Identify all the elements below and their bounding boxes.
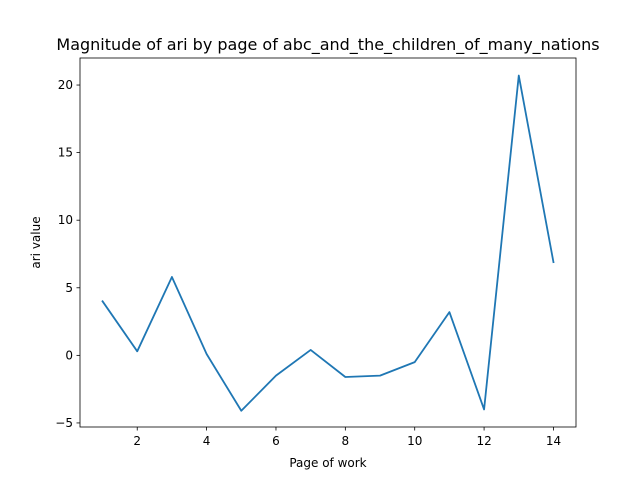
x-tick-label: 2 [133,434,141,448]
series-line-ari [101,74,555,412]
y-tick-label: −5 [55,416,73,430]
y-tick-label: 20 [58,78,73,92]
x-tick-label: 10 [407,434,422,448]
y-tick-label: 0 [65,348,73,362]
y-axis-label: ari value [29,216,43,268]
y-tick-label: 15 [58,146,73,160]
x-axis-label: Page of work [289,456,366,470]
series-layer [101,74,555,412]
axes-frame [79,57,577,428]
x-tick-label: 8 [342,434,350,448]
y-axis: −5 0 5 10 15 20 [55,78,80,430]
x-axis: 2 4 6 8 10 12 14 [133,427,561,448]
y-tick-label: 5 [65,281,73,295]
plot-area: 2 4 6 8 10 12 14 −5 0 5 10 15 20 [55,57,577,448]
chart-title: Magnitude of ari by page of abc_and_the_… [56,35,599,55]
x-tick-label: 12 [476,434,491,448]
x-tick-label: 6 [272,434,280,448]
x-tick-label: 4 [203,434,211,448]
x-tick-label: 14 [546,434,561,448]
y-tick-label: 10 [58,213,73,227]
